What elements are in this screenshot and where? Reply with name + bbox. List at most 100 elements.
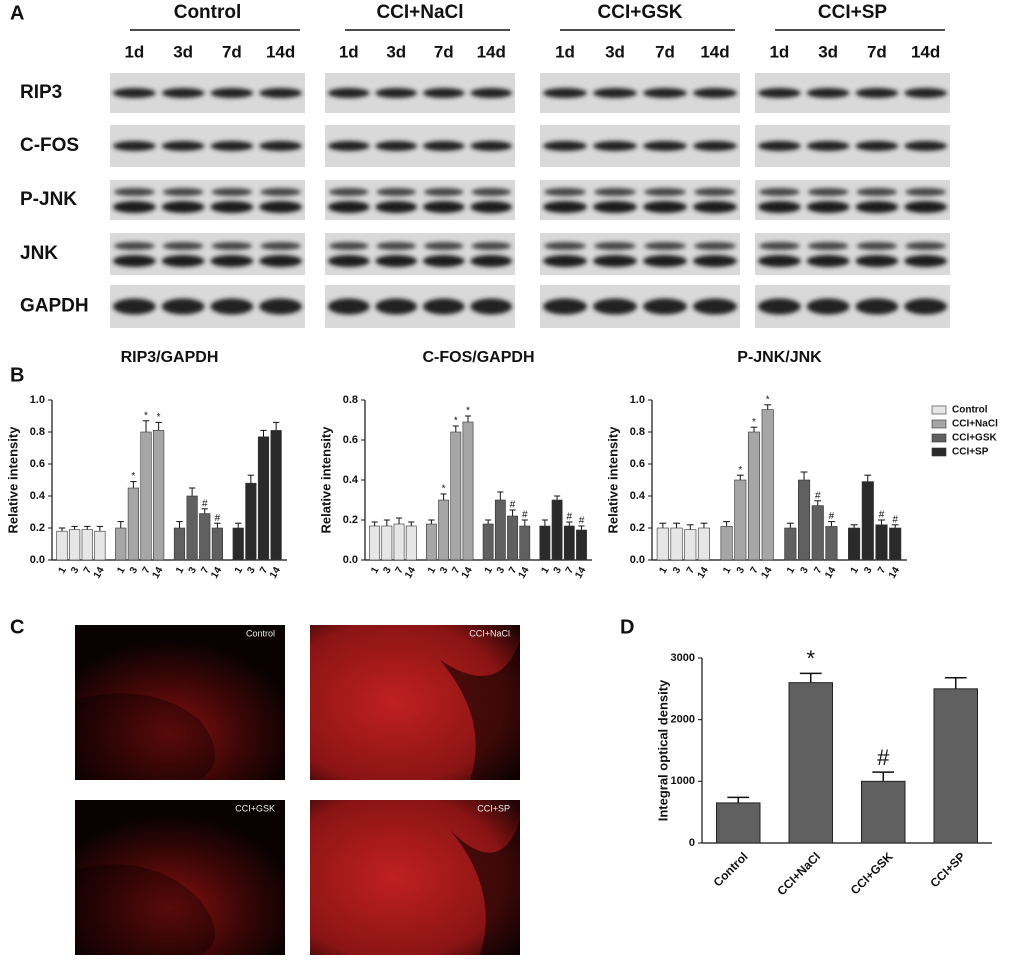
significance-mark: *: [454, 416, 458, 427]
blot-band: [757, 88, 801, 98]
x-tick-label: 3: [381, 565, 394, 576]
bar: [720, 526, 733, 561]
blot-band: [855, 255, 899, 267]
y-tick-label: 0.6: [630, 458, 645, 470]
bar: [56, 530, 68, 561]
bar: [656, 527, 669, 561]
bar: [551, 499, 563, 561]
x-tick-label: 7: [450, 565, 463, 576]
y-tick-label: 0.0: [630, 554, 645, 566]
blot-band: [259, 88, 303, 98]
blot-band: [644, 242, 686, 250]
blot-band: [210, 255, 254, 267]
blot-band: [161, 141, 205, 151]
fluorescence-images: Control CCI+NaCl CCI+GSK CCI+SP: [75, 625, 520, 955]
x-tick-label: 3: [438, 565, 451, 576]
image: [75, 800, 285, 955]
blot-band: [422, 201, 465, 213]
blot-band: [543, 298, 587, 315]
blot-band: [806, 298, 850, 315]
blot-band: [855, 298, 899, 315]
bar: [425, 523, 437, 561]
bar: [369, 525, 381, 561]
x-tick-label: 3: [552, 565, 565, 576]
blot-strip: [540, 233, 740, 275]
x-tick-label: 14: [150, 565, 165, 581]
blot-band: [259, 298, 303, 315]
blot-band: [161, 298, 205, 315]
blot-band: [855, 141, 899, 151]
x-tick-label: CCI+NaCl: [774, 849, 823, 898]
significance-mark: *: [806, 646, 815, 671]
blot-band: [210, 88, 254, 98]
blot-band: [112, 201, 156, 213]
blot-band: [423, 188, 464, 196]
x-tick-label: 3: [671, 565, 684, 576]
bar: [245, 482, 257, 561]
blot-band: [543, 201, 587, 213]
x-tick-label: 14: [403, 565, 418, 581]
y-tick-label: 0.8: [343, 394, 358, 406]
x-tick-label: 1: [57, 565, 70, 576]
bar: [438, 499, 450, 561]
blot-band: [327, 298, 370, 315]
legend-label: CCI+GSK: [952, 433, 998, 444]
blot-band: [422, 298, 465, 315]
blot-band: [855, 201, 899, 213]
blot-band: [112, 255, 156, 267]
blot-band: [544, 242, 586, 250]
bar: [270, 430, 282, 561]
x-tick-label: 7: [685, 565, 698, 576]
blot-band: [422, 255, 465, 267]
y-axis-label: Relative intensity: [5, 426, 20, 534]
image-label: CCI+SP: [477, 803, 510, 813]
time-label: 14d: [911, 42, 940, 61]
x-tick-label: 1: [483, 565, 496, 576]
blot-band: [693, 141, 737, 151]
bar: [115, 527, 127, 561]
blot-band: [694, 188, 736, 196]
blot-band: [422, 88, 465, 98]
legend-swatch: [931, 405, 947, 415]
blot-band: [594, 242, 636, 250]
y-tick-label: 1000: [671, 775, 695, 787]
bar: [761, 409, 774, 561]
blot-band: [593, 141, 637, 151]
blot-band: [643, 141, 687, 151]
panel-label: B: [10, 364, 24, 386]
blot-band: [806, 201, 850, 213]
panel-label: D: [620, 616, 634, 638]
blot-band: [327, 88, 370, 98]
blot-band: [807, 188, 849, 196]
y-tick-label: 0.8: [630, 426, 645, 438]
bar: [69, 529, 81, 561]
blot-band: [693, 88, 737, 98]
blot-strip: [110, 233, 305, 275]
blot-band: [470, 201, 513, 213]
blot-band: [758, 242, 800, 250]
blot-band: [594, 188, 636, 196]
blot-band: [905, 188, 947, 196]
significance-mark: #: [215, 513, 221, 524]
blot-band: [470, 255, 513, 267]
x-tick-label: 3: [128, 565, 141, 576]
y-tick-label: 0.6: [343, 434, 358, 446]
blot-band: [210, 141, 254, 151]
significance-mark: #: [510, 500, 516, 511]
time-label: 1d: [769, 42, 789, 61]
blot-band: [806, 88, 850, 98]
bar: [875, 524, 888, 561]
x-tick-label: 7: [812, 565, 825, 576]
group-label: Control: [174, 2, 242, 23]
bar: [716, 802, 761, 844]
blot-band: [758, 188, 800, 196]
blot-band: [693, 298, 737, 315]
x-tick-label: 7: [82, 565, 95, 576]
x-tick-label: 1: [539, 565, 552, 576]
significance-mark: *: [766, 394, 770, 405]
bar: [199, 513, 211, 561]
x-tick-label: 14: [92, 565, 107, 581]
time-label: 3d: [173, 42, 193, 61]
y-tick-label: 0.2: [630, 522, 645, 534]
blot-strip: [755, 180, 950, 220]
